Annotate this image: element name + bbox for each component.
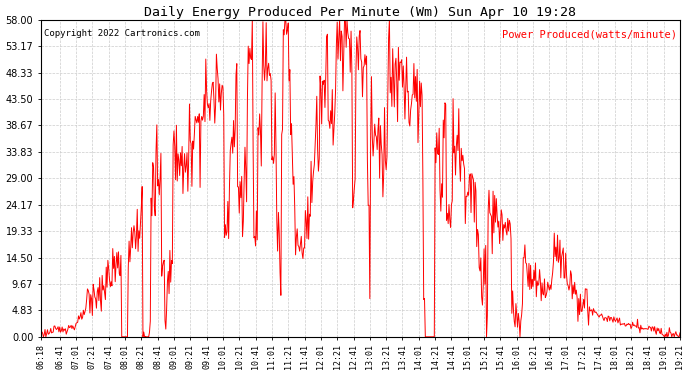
Text: Copyright 2022 Cartronics.com: Copyright 2022 Cartronics.com [44,29,200,38]
Title: Daily Energy Produced Per Minute (Wm) Sun Apr 10 19:28: Daily Energy Produced Per Minute (Wm) Su… [144,6,576,18]
Text: Power Produced(watts/minute): Power Produced(watts/minute) [502,29,677,39]
